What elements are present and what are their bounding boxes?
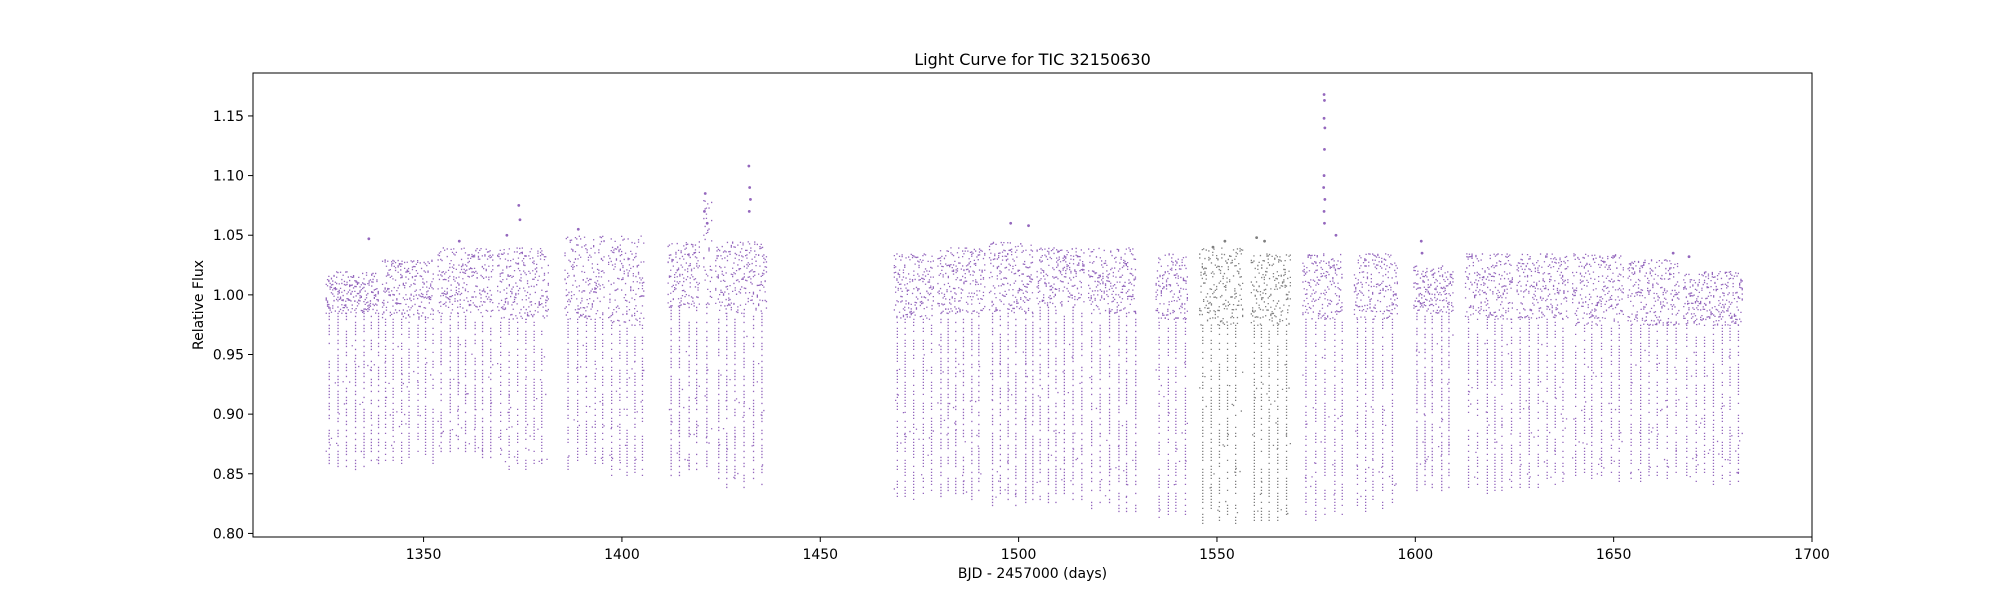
outlier-point bbox=[1322, 174, 1326, 177]
x-axis: 1350 1400 1450 1500 1550 1600 1650 1700 bbox=[406, 537, 1830, 563]
outlier-point bbox=[1671, 251, 1675, 255]
x-tick-label: 1500 bbox=[1001, 547, 1037, 563]
outlier-point bbox=[367, 237, 371, 241]
y-tick-label: 0.90 bbox=[213, 407, 244, 423]
x-tick-label: 1650 bbox=[1596, 547, 1632, 563]
outlier-point bbox=[505, 233, 509, 237]
outlier-point bbox=[747, 209, 751, 213]
outlier-point bbox=[1419, 239, 1423, 243]
x-tick-label: 1550 bbox=[1199, 547, 1235, 563]
y-axis: 0.80 0.85 0.90 0.95 1.00 1.05 1.10 1.15 bbox=[213, 109, 253, 542]
outlier-point bbox=[1334, 233, 1338, 237]
chart-title: Light Curve for TIC 32150630 bbox=[914, 50, 1151, 69]
outlier-point bbox=[1322, 93, 1326, 96]
outlier-point bbox=[518, 218, 522, 222]
outlier-point bbox=[457, 239, 461, 243]
x-tick-label: 1600 bbox=[1397, 547, 1433, 563]
y-tick-label: 0.85 bbox=[213, 467, 244, 483]
outlier-point bbox=[1323, 221, 1326, 225]
y-tick-label: 1.10 bbox=[213, 169, 244, 185]
outlier-point bbox=[1323, 99, 1326, 102]
outlier-point bbox=[1211, 245, 1215, 249]
series-0-points bbox=[325, 93, 1743, 521]
outlier-point bbox=[705, 221, 709, 225]
y-tick-label: 0.95 bbox=[213, 348, 244, 364]
outlier-point bbox=[576, 227, 580, 231]
outlier-point bbox=[749, 198, 752, 201]
outlier-point bbox=[1687, 255, 1691, 259]
x-tick-label: 1700 bbox=[1794, 547, 1830, 563]
series-1-band bbox=[1199, 247, 1291, 524]
y-tick-label: 0.80 bbox=[213, 526, 244, 542]
outlier-point bbox=[1322, 209, 1326, 213]
outlier-point bbox=[1323, 126, 1327, 130]
x-tick-label: 1450 bbox=[802, 547, 838, 563]
outlier-point bbox=[1255, 236, 1259, 240]
outlier-point bbox=[1322, 186, 1326, 189]
outlier-point bbox=[703, 192, 707, 195]
outlier-point bbox=[703, 209, 706, 213]
series-0-band bbox=[325, 200, 1743, 521]
y-tick-label: 1.15 bbox=[213, 109, 244, 125]
outlier-point bbox=[1223, 239, 1227, 243]
outlier-point bbox=[1263, 239, 1266, 243]
data-points bbox=[325, 93, 1743, 524]
x-tick-label: 1350 bbox=[406, 547, 442, 563]
y-tick-label: 1.05 bbox=[213, 228, 244, 244]
outlier-point bbox=[1322, 116, 1326, 120]
outlier-point bbox=[748, 186, 752, 189]
y-axis-label: Relative Flux bbox=[191, 260, 207, 350]
x-axis-label: BJD - 2457000 (days) bbox=[958, 566, 1107, 582]
outlier-point bbox=[1027, 224, 1030, 228]
outlier-point bbox=[1323, 198, 1327, 201]
x-tick-label: 1400 bbox=[604, 547, 640, 563]
outlier-point bbox=[1009, 221, 1013, 225]
series-1-points bbox=[1199, 236, 1291, 524]
outlier-point bbox=[517, 204, 521, 207]
outlier-point bbox=[1323, 147, 1326, 151]
outlier-point bbox=[747, 164, 751, 168]
plot-frame bbox=[252, 72, 1813, 538]
outlier-point bbox=[1420, 251, 1424, 255]
y-tick-label: 1.00 bbox=[213, 288, 244, 304]
